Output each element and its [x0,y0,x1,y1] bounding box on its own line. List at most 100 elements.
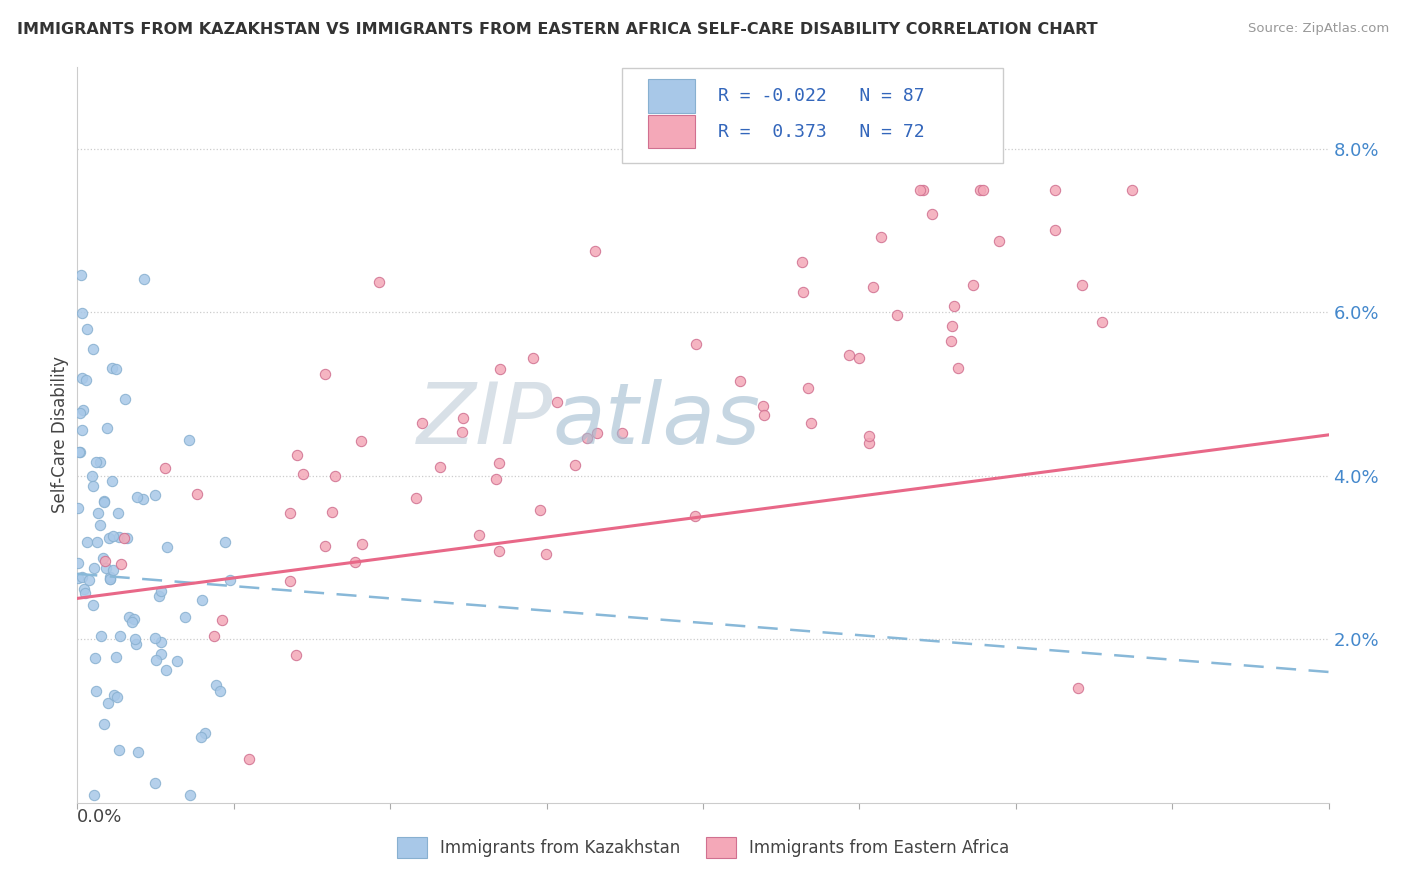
Point [98,573,121,587]
Point [127,490,149,504]
Point [66,571,89,585]
Point [124,632,146,646]
Point [1091,315,1114,329]
Point [115,531,138,545]
Point [87,506,110,520]
Point [153,461,176,475]
Point [149,647,172,661]
Point [278,507,301,521]
Point [450,425,472,439]
Point [149,583,172,598]
Point [70,306,93,320]
Point [943,299,966,313]
Point [468,527,491,541]
Point [790,254,813,268]
Point [583,244,606,259]
Point [858,436,880,450]
Point [838,349,860,363]
Point [862,280,884,294]
Point [104,650,127,665]
Point [941,334,963,349]
Point [132,272,155,286]
Point [484,472,506,486]
Point [350,537,373,551]
Point [529,503,551,517]
Point [101,529,124,543]
Point [93,494,115,508]
Point [82,342,104,356]
Point [173,609,195,624]
Point [752,408,775,422]
Point [751,399,773,413]
Text: ZIP: ZIP [416,378,553,462]
Point [156,540,179,554]
Point [101,563,124,577]
Point [205,678,228,692]
Point [453,411,475,425]
Point [848,351,870,365]
Point [105,362,128,376]
Point [962,277,984,292]
Point [72,582,94,597]
Point [125,637,148,651]
Point [488,456,510,470]
Point [429,460,451,475]
Point [72,403,94,417]
Point [522,351,544,365]
Point [405,491,427,505]
Point [1071,278,1094,293]
Point [94,561,117,575]
Point [912,183,935,197]
Point [80,469,103,483]
Point [94,554,117,568]
Point [202,629,225,643]
Point [1045,223,1067,237]
Point [70,569,93,583]
Point [972,183,994,197]
Point [66,501,89,516]
Point [69,444,91,458]
Point [98,570,121,584]
Point [89,455,111,469]
Point [730,374,752,388]
Text: R = -0.022   N = 87: R = -0.022 N = 87 [718,87,925,105]
Point [278,574,301,588]
Point [77,573,100,587]
Point [86,535,108,549]
Point [145,652,167,666]
Point [93,495,115,509]
Text: Source: ZipAtlas.com: Source: ZipAtlas.com [1249,22,1389,36]
Point [83,788,105,802]
Point [110,557,132,571]
Point [76,534,98,549]
Point [191,592,214,607]
Point [73,585,96,599]
Point [214,535,236,549]
Point [612,425,634,440]
Point [97,696,120,710]
Point [69,406,91,420]
Point [112,531,135,545]
Point [96,420,118,434]
Point [66,556,89,570]
Point [792,285,814,299]
Point [83,651,105,665]
Point [93,717,115,731]
Point [166,654,188,668]
Point [238,752,260,766]
Point [796,382,818,396]
Point [488,544,510,558]
Point [546,395,568,409]
Point [90,629,112,643]
Point [91,550,114,565]
Point [211,613,233,627]
Point [155,664,177,678]
Point [82,479,104,493]
Point [143,631,166,645]
Point [870,230,893,244]
Point [149,635,172,649]
Point [177,433,200,447]
Text: R =  0.373   N = 72: R = 0.373 N = 72 [718,123,925,141]
Point [941,319,963,334]
Point [534,547,557,561]
